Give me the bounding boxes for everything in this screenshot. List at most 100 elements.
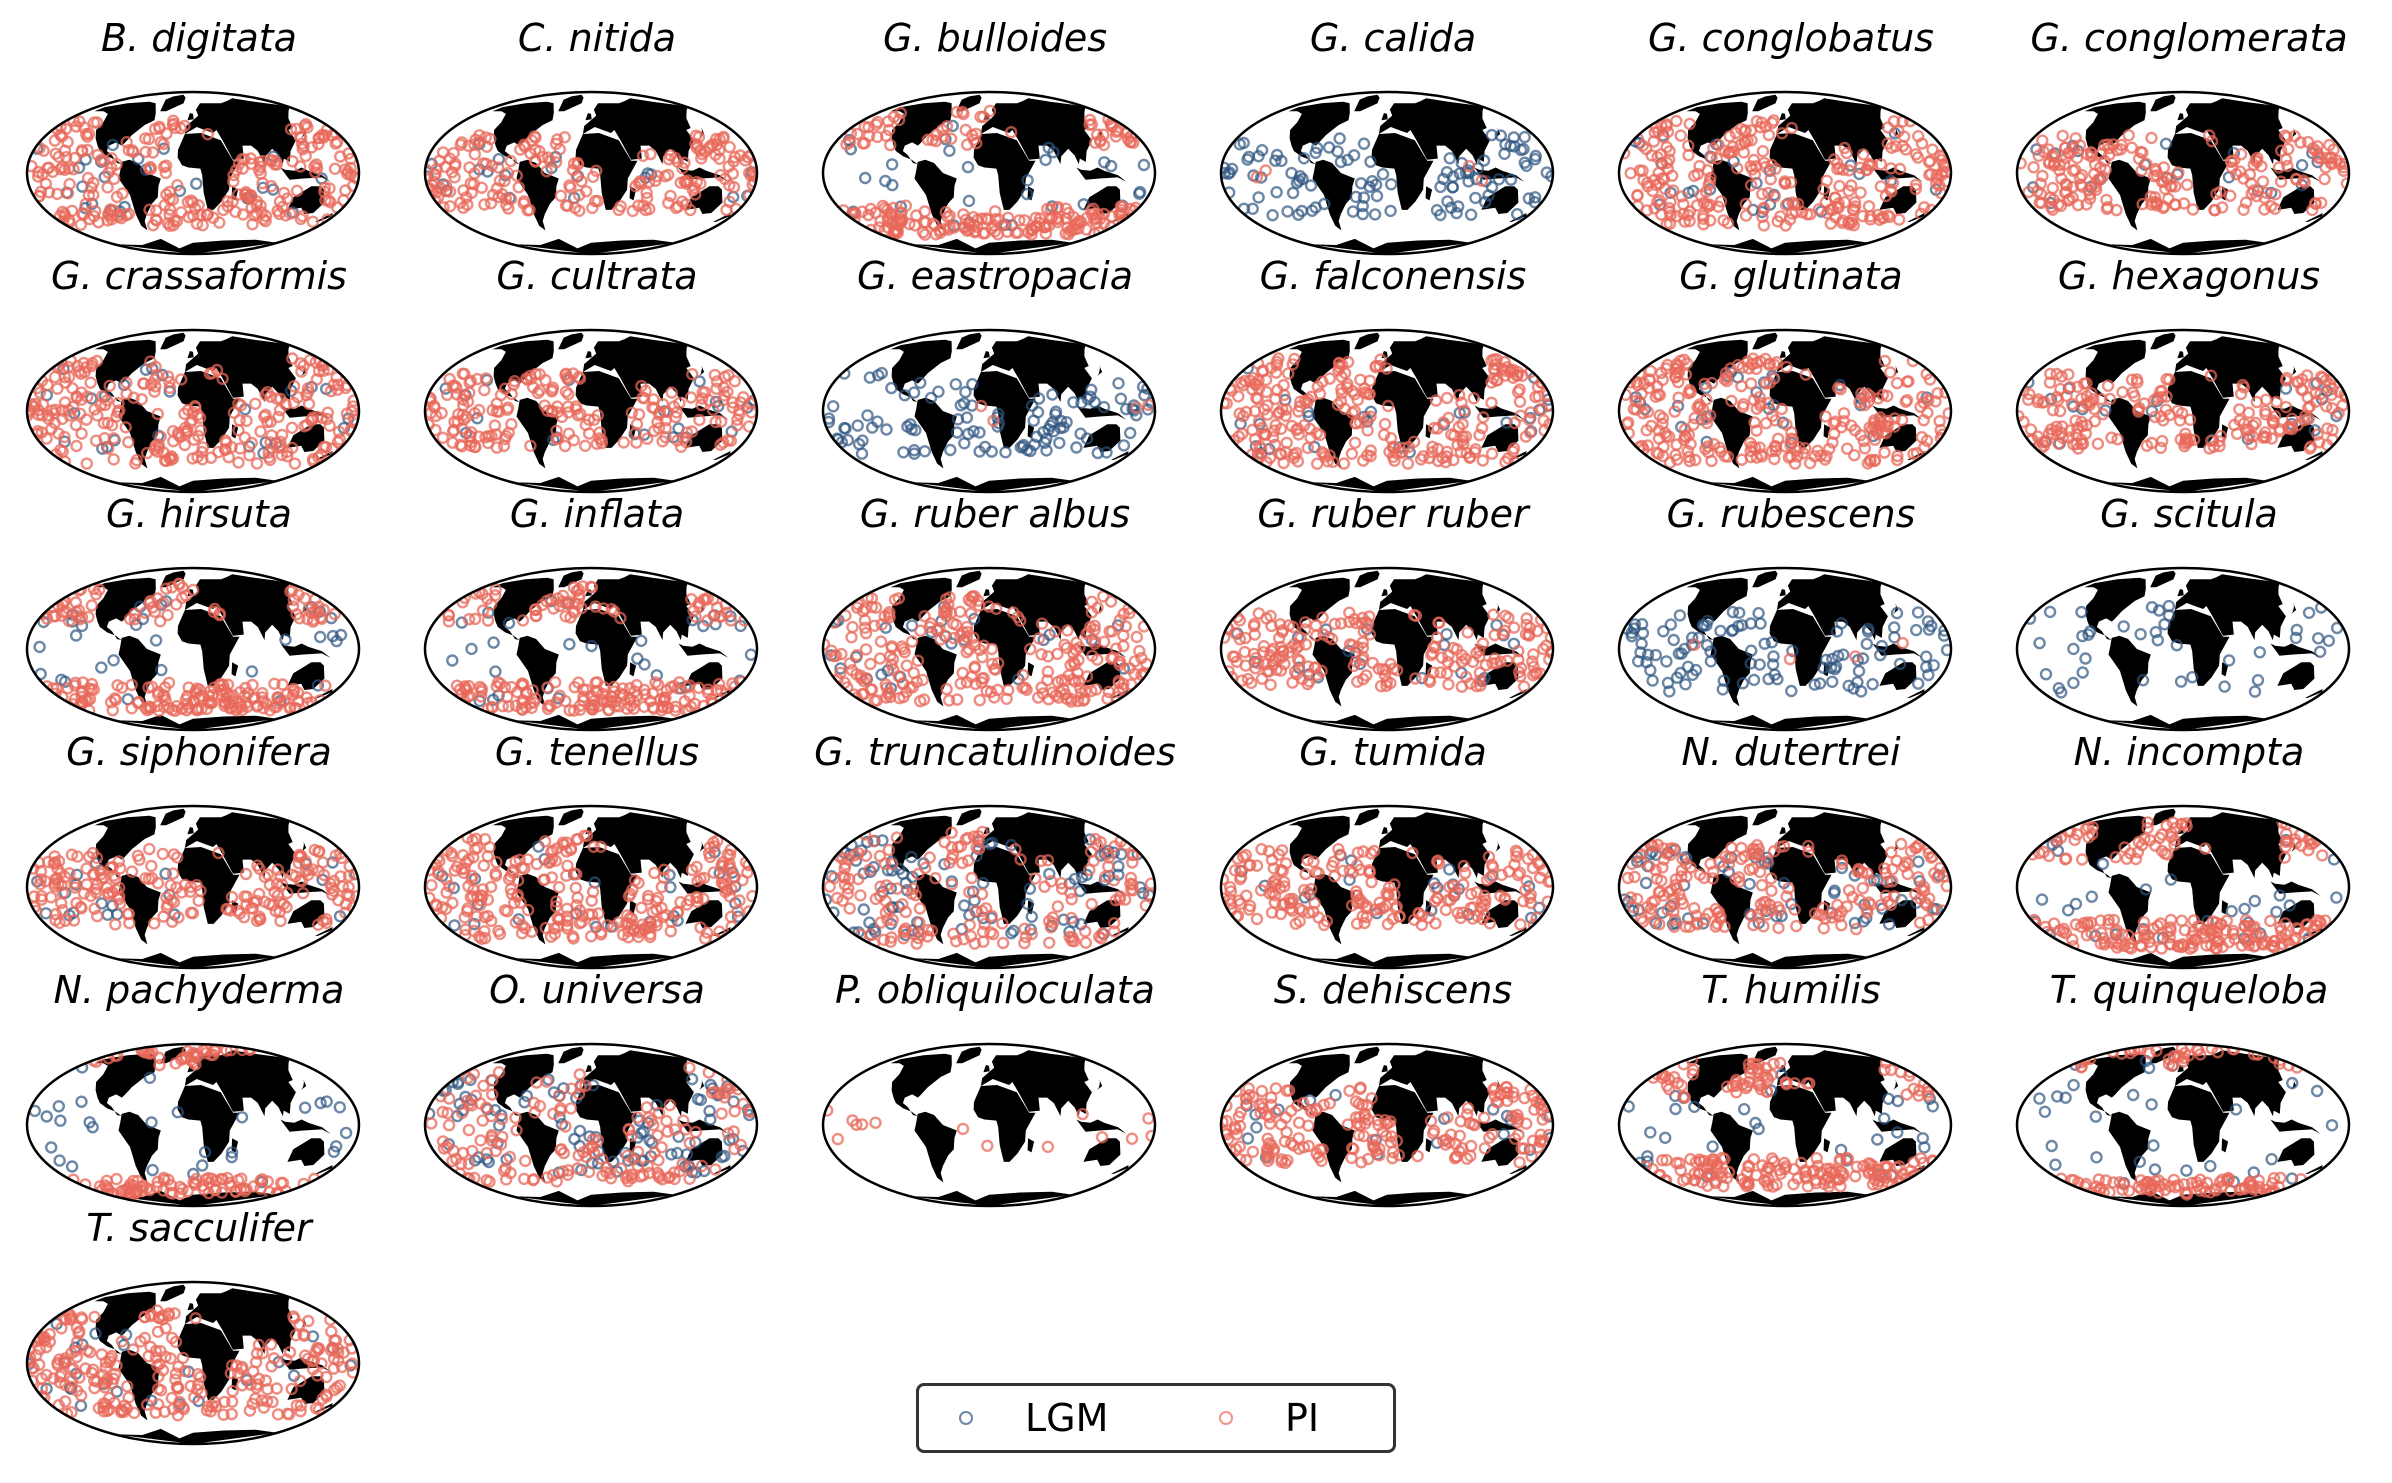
pi-sample-point — [2269, 188, 2282, 201]
pi-sample-point — [651, 169, 664, 183]
pi-sample-point — [1328, 617, 1342, 631]
lgm-sample-point — [863, 916, 876, 929]
land-mass — [582, 574, 694, 641]
pi-sample-point — [493, 174, 507, 187]
pi-sample-point — [698, 385, 712, 399]
pi-sample-point — [702, 847, 716, 860]
pi-sample-point — [1407, 608, 1421, 622]
pi-sample-point — [318, 181, 331, 194]
pi-sample-point — [600, 695, 614, 708]
lgm-sample-point — [1786, 644, 1799, 658]
pi-sample-point — [918, 228, 932, 241]
land-mass — [1686, 339, 1748, 403]
pi-sample-point — [498, 174, 511, 188]
pi-sample-point — [683, 893, 696, 907]
land-mass — [2084, 339, 2146, 403]
pi-sample-point — [636, 391, 649, 405]
lgm-sample-point — [1522, 192, 1536, 205]
pi-sample-point — [1373, 359, 1386, 373]
pi-sample-point — [439, 179, 453, 192]
pi-sample-point — [956, 856, 969, 870]
lgm-sample-point — [2251, 673, 2265, 687]
pi-sample-point — [2315, 370, 2328, 383]
pi-sample-point — [716, 871, 729, 885]
pi-sample-point — [858, 621, 872, 634]
pi-sample-point — [345, 405, 358, 419]
panel-title: G. calida — [1309, 16, 1477, 60]
pi-sample-point — [1630, 376, 1643, 389]
pi-sample-point — [295, 365, 308, 378]
pi-sample-point — [2311, 428, 2324, 441]
pi-sample-point — [1433, 616, 1446, 629]
pi-sample-point — [68, 881, 82, 894]
pi-sample-point — [319, 193, 332, 207]
lgm-sample-point — [985, 445, 998, 458]
pi-sample-point — [515, 702, 528, 716]
pi-sample-point — [1452, 388, 1466, 402]
land-mass — [184, 336, 296, 403]
pi-sample-point — [526, 684, 539, 697]
map-panel: G. siphonifera — [0, 724, 398, 970]
lgm-sample-point — [1766, 658, 1780, 671]
pi-sample-point — [1918, 201, 1931, 214]
land-mass — [1481, 186, 1519, 214]
land-mass — [678, 881, 729, 896]
pi-sample-point — [1831, 162, 1844, 176]
map-panel: G. hirsuta — [0, 486, 398, 732]
land-mass — [2104, 714, 2268, 730]
pi-sample-point — [553, 599, 566, 613]
pi-sample-point — [572, 591, 586, 605]
pi-sample-point — [504, 870, 517, 883]
pi-sample-point — [1310, 457, 1324, 470]
pi-sample-point — [843, 657, 857, 670]
pi-sample-point — [881, 220, 894, 234]
pi-sample-point — [1663, 217, 1677, 230]
pi-sample-point — [1630, 403, 1643, 416]
pi-sample-point — [186, 906, 200, 920]
pi-sample-point — [440, 902, 453, 916]
pi-sample-point — [95, 872, 108, 886]
pi-sample-point — [1035, 648, 1048, 661]
pi-sample-point — [890, 831, 904, 844]
world-map — [25, 804, 361, 970]
pi-sample-point — [746, 889, 757, 903]
pi-sample-point — [1874, 158, 1888, 171]
land-mass — [2084, 101, 2146, 165]
pi-sample-point — [2175, 407, 2189, 420]
pi-sample-point — [903, 217, 916, 231]
pi-sample-point — [529, 609, 543, 623]
pi-sample-point — [1705, 376, 1719, 390]
pi-sample-point — [92, 583, 106, 596]
lgm-sample-point — [859, 171, 872, 185]
pi-sample-point — [1842, 184, 1856, 198]
pi-sample-point — [139, 872, 152, 885]
pi-sample-point — [120, 136, 133, 149]
lgm-sample-point — [1528, 191, 1542, 204]
lgm-sample-point — [664, 880, 677, 894]
world-map — [1219, 90, 1555, 256]
pi-sample-point — [685, 425, 699, 438]
pi-sample-point — [478, 198, 491, 211]
pi-sample-point — [146, 146, 160, 159]
pi-sample-point — [2208, 203, 2221, 217]
pi-sample-point — [635, 901, 648, 915]
pi-sample-point — [47, 857, 60, 870]
pi-sample-point — [1726, 145, 1740, 158]
pi-sample-point — [325, 129, 339, 142]
pi-sample-point — [884, 208, 898, 221]
land-mass — [2174, 574, 2286, 641]
pi-sample-point — [577, 690, 590, 704]
lgm-sample-point — [1020, 187, 1034, 201]
pi-sample-point — [2245, 437, 2258, 451]
pi-sample-point — [657, 863, 671, 877]
pi-sample-point — [733, 404, 746, 417]
lgm-sample-point — [1893, 657, 1907, 671]
pi-sample-point — [491, 675, 505, 689]
pi-sample-point — [1351, 675, 1364, 688]
pi-sample-point — [1881, 121, 1895, 134]
pi-sample-point — [2256, 175, 2270, 188]
pi-sample-point — [123, 612, 137, 626]
lgm-sample-point — [985, 836, 999, 850]
lgm-sample-point — [1025, 910, 1039, 924]
lgm-sample-point — [1097, 400, 1111, 414]
